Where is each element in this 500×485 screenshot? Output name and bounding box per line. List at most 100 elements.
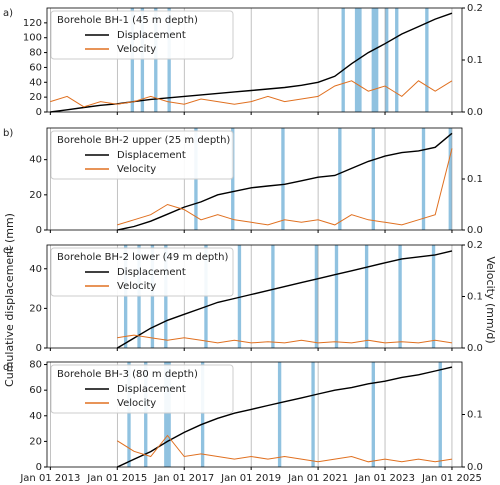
legend-label: Velocity [117,398,156,409]
x-tick-label: Jan 01 2013 [19,473,80,484]
event-band [385,8,389,112]
legend-label: Velocity [117,44,156,55]
event-band [431,245,436,348]
legend: Borehole BH-2 upper (25 m depth) Displace… [50,130,234,180]
event-band [127,362,131,467]
series-line [116,250,453,349]
event-band [231,128,235,230]
legend-label: Displacement [117,384,186,395]
event-band [167,8,171,112]
event-band [237,245,242,348]
plot-frame [46,127,463,231]
event-band [130,8,135,112]
event-band [341,8,345,112]
y-tick-label: 20 [29,92,42,103]
event-band [154,8,158,112]
panel-label: c) [3,245,12,256]
y2-tick-label: 0.1 [467,174,483,185]
y-tick-label: 80 [29,360,42,371]
plot-frame [46,7,463,113]
y-tick-label: 40 [29,77,42,88]
legend-label: Displacement [117,267,186,278]
event-band [371,128,375,230]
y2-tick-label: 0.1 [467,410,483,421]
event-band [140,8,145,112]
legend-label: Displacement [117,150,186,161]
event-band [144,362,148,467]
x-tick-label: Jan 01 2019 [220,473,281,484]
y2-tick-label: 0.0 [467,462,483,473]
event-band [311,362,315,467]
plot-frame [46,244,463,349]
y2-axis-title: Velocity (mm/d) [484,256,497,343]
series-line [117,334,453,344]
legend-label: Velocity [117,164,156,175]
event-band [395,8,399,112]
legend: Borehole BH-3 (80 m depth) Displacement Ve… [50,364,234,414]
x-tick-label: Jan 01 2017 [153,473,214,484]
legend: Borehole BH-2 lower (49 m depth) Displace… [50,247,234,297]
event-band [338,128,342,230]
y2-tick-label: 0.0 [467,343,483,354]
series-line [117,148,453,226]
legend-box [50,364,234,414]
event-band [314,245,319,348]
legend-box [50,130,234,180]
x-tick-label: Jan 01 2025 [421,473,482,484]
event-band [425,8,429,112]
y-tick-label: 100 [23,33,42,44]
series-line [117,434,453,463]
y-axis-title: Cumulative displacement (mm) [3,213,16,387]
event-band [200,362,205,467]
legend: Borehole BH-1 (45 m depth) Displacement Ve… [50,10,234,60]
legend-title: Borehole BH-2 upper (25 m depth) [57,135,230,146]
y-tick-label: 20 [29,303,42,314]
y2-tick-label: 0.1 [467,292,483,303]
event-band [364,245,369,348]
event-band [398,245,402,348]
series-line [117,132,453,231]
event-band [271,245,275,348]
event-band [277,362,282,467]
y2-tick-label: 0.2 [467,240,483,251]
y-tick-label: 60 [29,62,42,73]
legend-label: Velocity [117,281,156,292]
event-band [371,8,379,112]
y-tick-label: 40 [29,264,42,275]
y2-tick-label: 0.0 [467,107,483,118]
x-tick-label: Jan 01 2023 [354,473,415,484]
legend-title: Borehole BH-3 (80 m depth) [57,369,198,380]
series-line [117,366,453,468]
panel-label: d) [3,362,13,373]
event-band [438,362,442,467]
y-tick-label: 20 [29,436,42,447]
y-tick-label: 40 [29,155,42,166]
event-band [421,128,426,230]
event-band [281,128,285,230]
panel-label: a) [3,8,13,19]
series-line [50,80,453,108]
y-tick-label: 0 [36,343,42,354]
event-band [371,362,375,467]
y2-tick-label: 0.1 [467,55,483,66]
y2-tick-label: 0.0 [467,225,483,236]
y-tick-label: 0 [36,462,42,473]
legend-title: Borehole BH-2 lower (49 m depth) [57,252,228,263]
legend-box [50,10,234,60]
x-tick-label: Jan 01 2021 [287,473,348,484]
plot-frame [46,361,463,468]
legend-label: Displacement [117,30,186,41]
legend-box [50,247,234,297]
y-tick-label: 120 [23,18,42,29]
y-tick-label: 20 [29,190,42,201]
y-tick-label: 80 [29,48,42,59]
panel-label: b) [3,128,13,139]
y-tick-label: 40 [29,411,42,422]
y-tick-label: 0 [36,107,42,118]
x-tick-label: Jan 01 2015 [86,473,147,484]
y-tick-label: 0 [36,225,42,236]
y-tick-label: 60 [29,385,42,396]
event-band [448,128,452,230]
legend-title: Borehole BH-1 (45 m depth) [57,15,198,26]
